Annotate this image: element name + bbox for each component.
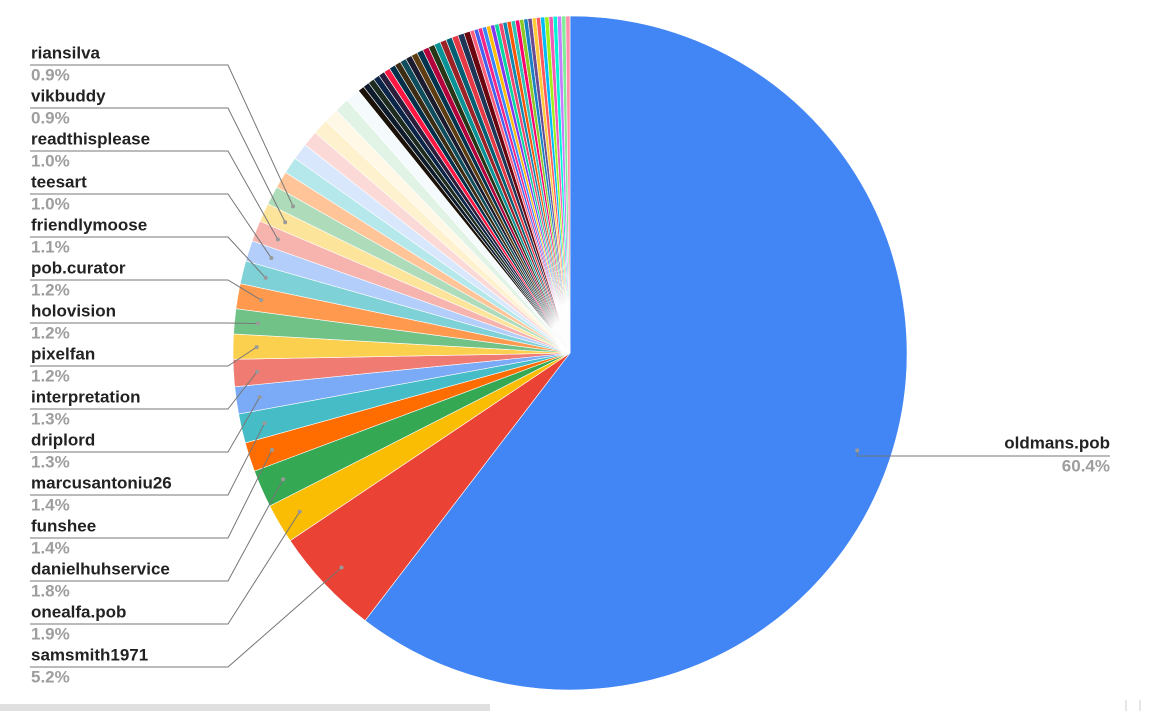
leader-line xyxy=(30,479,284,582)
leader-dot xyxy=(257,395,262,400)
leader-line xyxy=(30,107,286,223)
leader-line xyxy=(30,150,279,240)
slice-name: holovision xyxy=(31,301,116,320)
leader-line xyxy=(30,346,257,367)
slice-value: 1.3% xyxy=(31,409,70,428)
leader-dot xyxy=(275,237,280,242)
leader-dot xyxy=(291,204,296,209)
slice-value: 5.2% xyxy=(31,667,70,686)
slice-value: 0.9% xyxy=(31,65,70,84)
leader-line xyxy=(30,236,267,279)
slice-value: 1.2% xyxy=(31,366,70,385)
slice-name: vikbuddy xyxy=(31,86,106,105)
leader-dot xyxy=(263,275,268,280)
leader-line xyxy=(30,322,258,325)
leader-dot xyxy=(297,509,302,514)
leader-dot xyxy=(255,369,260,374)
leader-dot xyxy=(255,321,260,326)
leader-dot xyxy=(269,256,274,261)
leader-dot xyxy=(254,345,259,350)
slice-value: 1.8% xyxy=(31,581,70,600)
leader-dot xyxy=(269,447,274,452)
leader-line xyxy=(30,423,266,496)
leader-line xyxy=(30,511,301,625)
leader-line xyxy=(30,371,258,410)
slice-name: marcusantoniu26 xyxy=(31,473,172,492)
slice-name: riansilva xyxy=(31,43,101,62)
scrollbar xyxy=(0,704,490,711)
leader-dot xyxy=(855,448,860,453)
leader-line xyxy=(30,396,261,453)
leader-dot xyxy=(262,421,267,426)
slice-value: 0.9% xyxy=(31,108,70,127)
slice-name: pixelfan xyxy=(31,344,95,363)
slice-name: pob.curator xyxy=(31,258,126,277)
pie xyxy=(232,15,908,691)
leader-line xyxy=(30,567,342,668)
slice-value: 1.9% xyxy=(31,624,70,643)
leader-line xyxy=(30,279,262,301)
leader-dot xyxy=(339,565,344,570)
slice-value: 1.2% xyxy=(31,280,70,299)
slice-value: 1.1% xyxy=(31,237,70,256)
slice-name: onealfa.pob xyxy=(31,602,126,621)
slice-value: 1.2% xyxy=(31,323,70,342)
slice-value: 1.0% xyxy=(31,194,70,213)
leader-line xyxy=(30,193,272,259)
slice-value: 1.0% xyxy=(31,151,70,170)
leader-line xyxy=(30,449,273,539)
slice xyxy=(364,15,908,691)
slice-name: driplord xyxy=(31,430,95,449)
slice-name: oldmans.pob xyxy=(1004,433,1110,452)
slice-name: readthisplease xyxy=(31,129,150,148)
slice-name: danielhuhservice xyxy=(31,559,170,578)
labels: oldmans.pob 60.4% samsmith1971 5.2% onealfa.… xyxy=(30,43,1110,686)
slice-value: 1.4% xyxy=(31,538,70,557)
slice-name: friendlymoose xyxy=(31,215,147,234)
leader-dot xyxy=(281,477,286,482)
slice-value: 60.4% xyxy=(1062,456,1110,475)
slice-name: samsmith1971 xyxy=(31,645,148,664)
slice-name: funshee xyxy=(31,516,96,535)
slice xyxy=(565,15,571,354)
leader-line xyxy=(30,64,294,207)
leader-dot xyxy=(283,220,288,225)
slice-name: interpretation xyxy=(31,387,141,406)
slice-value: 1.3% xyxy=(31,452,70,471)
slice-name: teesart xyxy=(31,172,87,191)
slice-value: 1.4% xyxy=(31,495,70,514)
leader-dot xyxy=(259,298,264,303)
